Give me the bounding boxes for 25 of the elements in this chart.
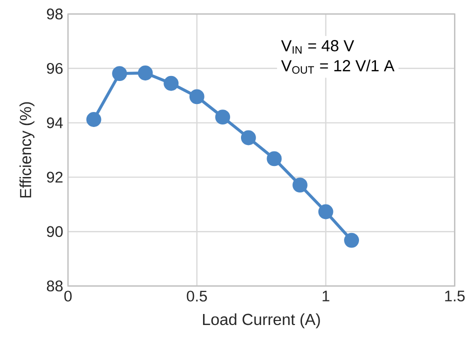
point [318,204,334,220]
x-tick-label: 1 [322,290,330,302]
y-tick-label: 94 [46,117,63,128]
point [266,151,282,166]
point [292,178,308,193]
y-tick-label: 98 [46,8,63,20]
x-tick-label: 1.5 [445,290,465,302]
x-tick-label: 0.5 [186,290,207,302]
point [189,89,204,104]
point [240,130,256,146]
annotation: V$_{IN}$ = 48 V [281,40,354,54]
point [112,66,128,82]
x-tick-label: 0 [64,290,72,302]
y-tick-label: 88 [46,280,63,292]
annotation: V$_{OUT}$ = 12 V/1 A [281,60,394,74]
point [344,232,360,248]
point [164,76,179,91]
y-tick-label: 96 [46,62,63,74]
y-tick-label: 92 [46,172,63,183]
y-axis-title: Efficiency (%) [20,102,34,198]
point [215,110,230,125]
x-axis-title: Load Current (A) [203,313,320,328]
y-tick-label: 90 [46,226,63,238]
point [86,112,102,127]
point [138,66,153,80]
